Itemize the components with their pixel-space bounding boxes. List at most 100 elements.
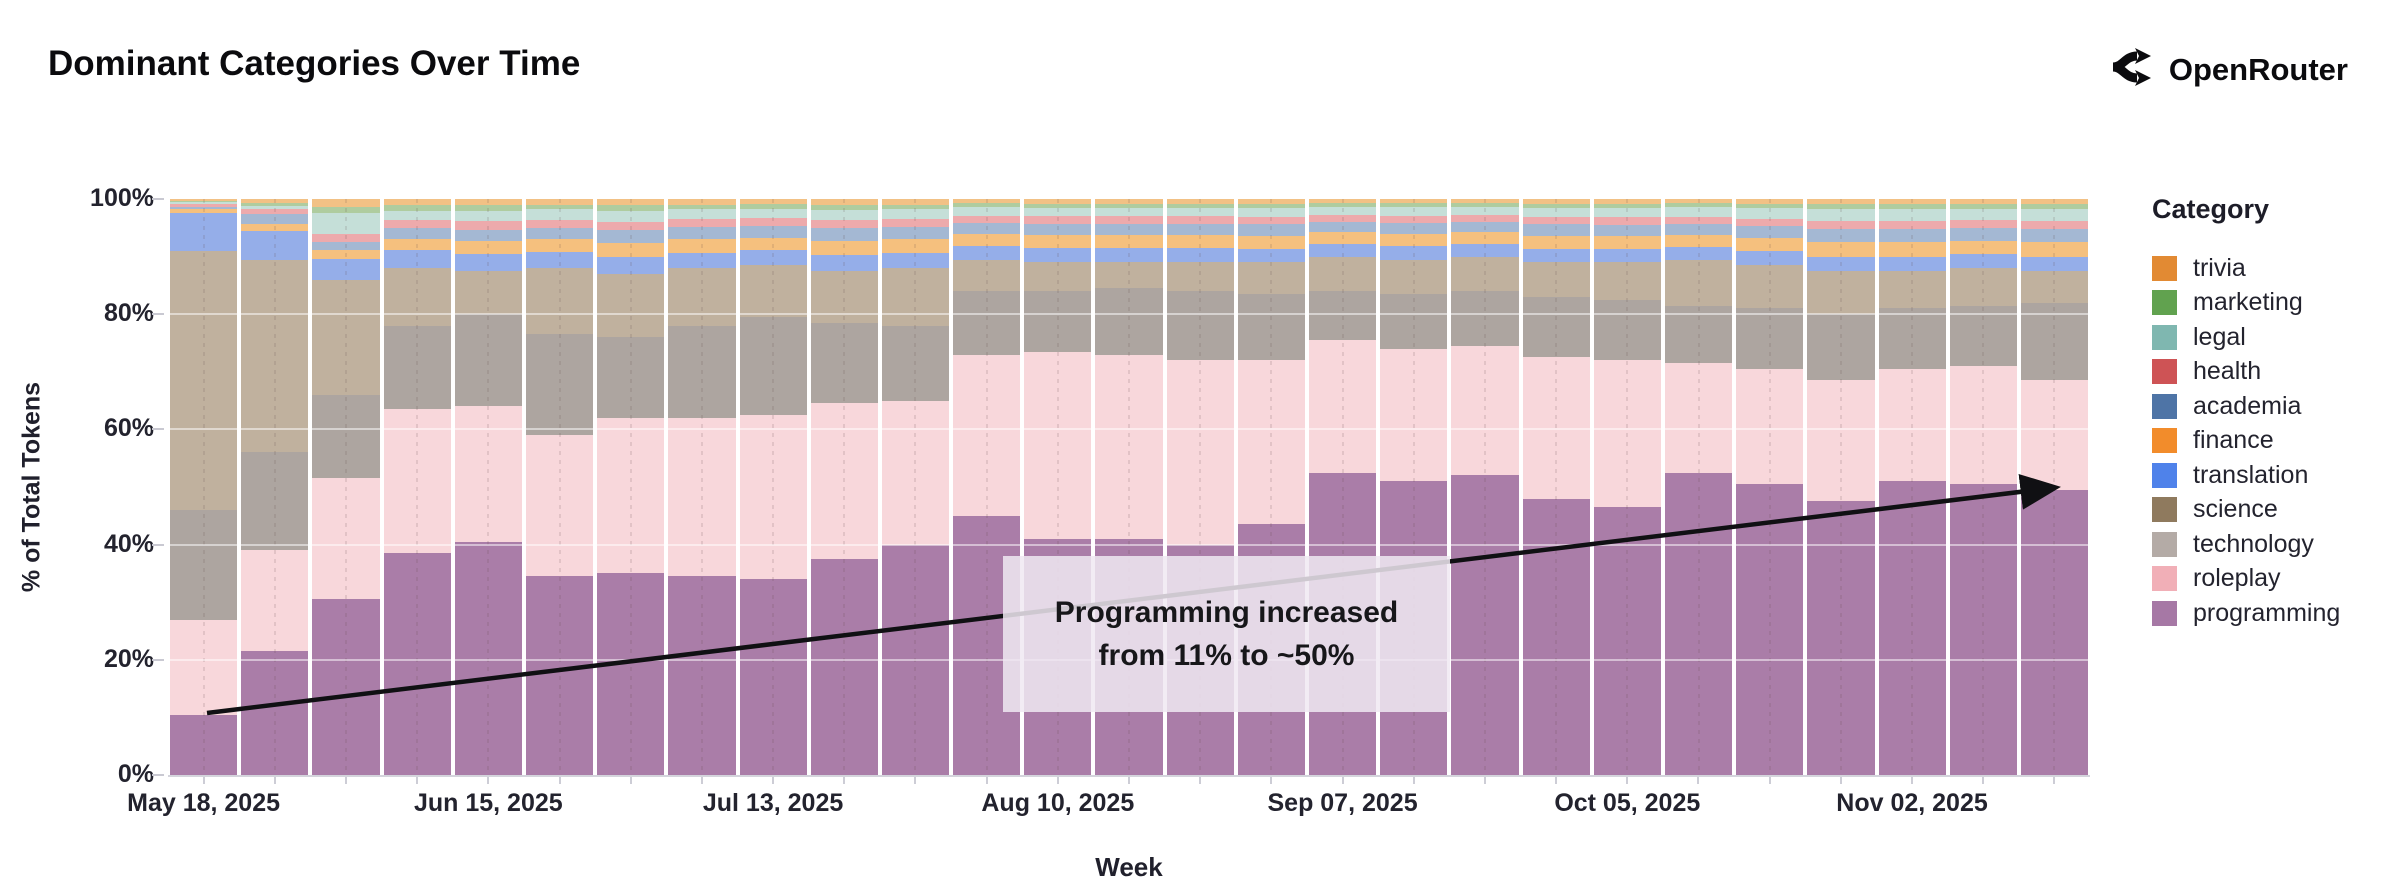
x-tick-label-nov-02-2025: Nov 02, 2025 — [1836, 789, 1988, 817]
bar-segment-legal — [668, 209, 736, 220]
bar-segment-trivia — [881, 199, 950, 205]
bar-segment-health — [1166, 216, 1234, 224]
bar-segment-science — [170, 250, 238, 511]
bar-segment-legal — [1664, 207, 1733, 217]
bar-segment-finance — [1024, 235, 1092, 248]
annotation-box: Programming increased from 11% to ~50% — [1003, 556, 1450, 712]
bar-segment-translation — [241, 230, 309, 260]
bar-segment-academia — [953, 223, 1021, 235]
bar-segment-legal — [810, 210, 878, 220]
bar-segment-technology — [454, 314, 522, 407]
bar-segment-finance — [810, 241, 878, 255]
y-tick-label-20%: 20% — [103, 644, 154, 673]
bar-segment-roleplay — [1664, 363, 1733, 473]
bar-week-jun-01 — [312, 199, 380, 775]
bar-segment-finance — [1166, 235, 1234, 248]
x-tick-mark — [344, 777, 347, 784]
bar-segment-technology — [1949, 305, 2017, 367]
bar-segment-finance — [597, 242, 665, 257]
legend-swatch-programming — [2152, 600, 2177, 626]
bar-segment-finance — [1807, 242, 1875, 257]
y-tick-label-80%: 80% — [103, 299, 154, 328]
bar-centerline — [487, 199, 490, 775]
bar-segment-academia — [739, 226, 807, 238]
bar-segment-translation — [1736, 251, 1804, 266]
bar-segment-technology — [525, 334, 594, 436]
bar-segment-marketing — [881, 204, 950, 210]
bar-segment-academia — [810, 228, 878, 242]
x-tick-mark — [1839, 777, 1842, 784]
bar-segment-academia — [1024, 223, 1092, 236]
bar-week-jul-20 — [810, 199, 878, 775]
bar-segment-science — [597, 273, 665, 338]
bar-week-oct-12 — [1664, 199, 1733, 775]
legend-swatch-finance — [2152, 428, 2177, 454]
bar-segment-health — [1380, 216, 1448, 224]
bar-segment-finance — [1949, 240, 2017, 255]
bar-segment-marketing — [383, 205, 451, 211]
bar-segment-health — [525, 219, 594, 228]
bar-segment-translation — [383, 249, 451, 269]
bar-segment-technology — [1095, 288, 1163, 355]
bar-segment-science — [1309, 256, 1377, 292]
bar-segment-finance — [454, 241, 522, 254]
bar-segment-health — [312, 234, 380, 242]
bar-centerline — [558, 199, 561, 775]
legend-item-science: science — [2152, 493, 2340, 528]
bar-segment-health — [1522, 216, 1590, 225]
bar-segment-marketing — [953, 203, 1021, 208]
bar-segment-technology — [1237, 294, 1305, 361]
legend-swatch-translation — [2152, 462, 2177, 488]
bar-segment-trivia — [1309, 199, 1377, 204]
bar-segment-health — [1736, 218, 1804, 227]
bar-segment-science — [1380, 259, 1448, 295]
x-tick-label-oct-05-2025: Oct 05, 2025 — [1554, 789, 1701, 817]
bar-segment-marketing — [1237, 203, 1305, 208]
bar-segment-marketing — [241, 202, 309, 206]
bar-segment-translation — [597, 256, 665, 274]
x-tick-mark — [700, 777, 703, 784]
bar-segment-marketing — [2020, 204, 2089, 210]
bar-segment-technology — [1807, 314, 1875, 381]
bar-segment-health — [597, 221, 665, 231]
bar-segment-legal — [1237, 207, 1305, 217]
bar-segment-marketing — [1949, 204, 2017, 209]
bar-segment-marketing — [170, 200, 238, 202]
bar-segment-trivia — [1736, 199, 1804, 204]
bar-segment-finance — [170, 208, 238, 214]
bar-centerline — [1626, 199, 1629, 775]
bar-centerline — [2053, 199, 2056, 775]
bar-segment-finance — [1095, 235, 1163, 248]
bar-segment-academia — [1807, 229, 1875, 243]
bar-segment-finance — [668, 239, 736, 253]
bar-segment-health — [1949, 219, 2017, 228]
bar-segment-trivia — [1807, 199, 1875, 205]
bar-segment-marketing — [1309, 203, 1377, 207]
bar-segment-legal — [1024, 207, 1092, 217]
legend-item-health: health — [2152, 355, 2340, 390]
legend-label-roleplay: roleplay — [2193, 564, 2281, 593]
bar-segment-technology — [597, 337, 665, 418]
bar-segment-roleplay — [1380, 348, 1448, 482]
bar-centerline — [344, 199, 347, 775]
bar-segment-science — [1664, 259, 1733, 306]
bar-segment-science — [1593, 262, 1661, 300]
bar-centerline — [202, 199, 205, 775]
bar-segment-roleplay — [1949, 366, 2017, 485]
x-tick-mark — [985, 777, 988, 784]
bar-segment-academia — [1237, 224, 1305, 236]
bar-segment-marketing — [668, 204, 736, 210]
bar-segment-science — [1095, 262, 1163, 289]
y-tick-mark — [152, 313, 164, 316]
bar-segment-trivia — [953, 199, 1021, 204]
legend-label-technology: technology — [2193, 529, 2314, 558]
bar-segment-technology — [810, 322, 878, 404]
bar-segment-trivia — [312, 199, 380, 207]
bar-segment-academia — [312, 241, 380, 251]
bar-segment-academia — [2020, 229, 2089, 243]
x-tick-label-sep-07-2025: Sep 07, 2025 — [1267, 789, 1418, 817]
legend-swatch-roleplay — [2152, 566, 2177, 592]
bar-week-jun-22 — [525, 199, 594, 775]
bar-centerline — [273, 199, 276, 775]
